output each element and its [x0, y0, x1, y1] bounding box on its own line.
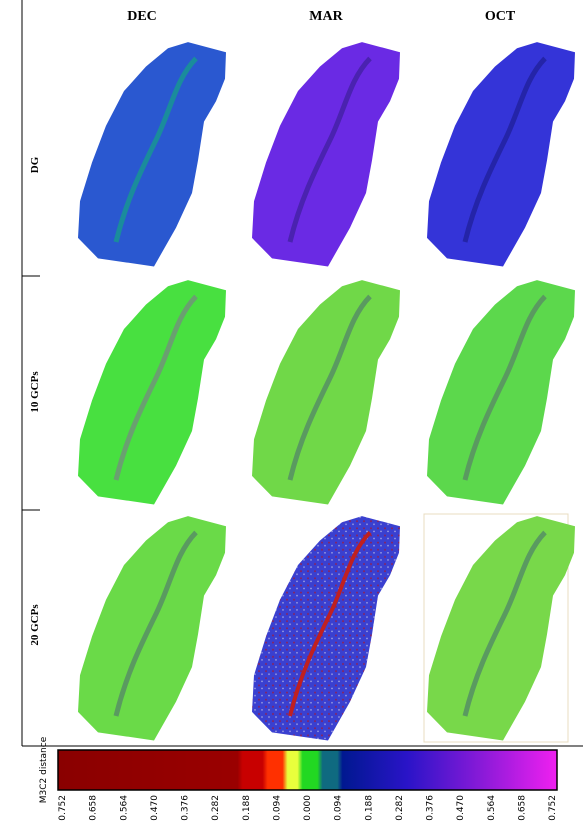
- colorbar-tick-label: -0.376: [426, 795, 436, 821]
- colorbar-tick-label: -0.564: [487, 795, 497, 821]
- map: [78, 280, 226, 504]
- colorbar-tick-label: -0.470: [456, 795, 466, 821]
- colorbar-ticks: 0.752 0.658 0.564 0.470 0.376 0.282 0.188 0.094…: [58, 795, 558, 821]
- colorbar-tick-label: -0.752: [548, 795, 558, 821]
- row-label: 10 GCPs: [29, 371, 41, 413]
- map: [78, 42, 226, 266]
- map: [427, 42, 575, 266]
- colorbar-tick-label: 0.658: [89, 795, 99, 821]
- map: [427, 280, 575, 504]
- colorbar-tick-label: -0.658: [517, 795, 527, 821]
- row-label: 20 GCPs: [29, 604, 41, 646]
- row-label: DG: [29, 156, 41, 173]
- colorbar-tick-label: -0.094: [334, 795, 344, 821]
- colorbar-label: M3C2 distance: [39, 736, 49, 803]
- column-header: DEC: [127, 9, 157, 24]
- colorbar-tick-label: 0.752: [58, 795, 68, 821]
- map: [252, 516, 400, 740]
- map: [427, 516, 575, 740]
- colorbar-tick-label: 0.282: [211, 795, 221, 821]
- column-header: MAR: [309, 9, 343, 24]
- colorbar-tick-label: 0.094: [272, 795, 282, 821]
- column-header: OCT: [485, 9, 516, 24]
- colorbar: [58, 750, 557, 790]
- map: [252, 42, 400, 266]
- colorbar-tick-label: 0.376: [181, 795, 191, 821]
- colorbar-tick-label: -0.188: [364, 795, 374, 821]
- colorbar-tick-label: 0.000: [303, 795, 313, 821]
- colorbar-tick-label: -0.282: [395, 795, 405, 821]
- colorbar-tick-label: 0.188: [242, 795, 252, 821]
- map: [78, 516, 226, 740]
- figure: DEC MAR OCT DG 10 GCPs 20 GCPs M3C2 dist…: [0, 0, 583, 821]
- map: [252, 280, 400, 504]
- colorbar-tick-label: 0.470: [150, 795, 160, 821]
- colorbar-tick-label: 0.564: [119, 795, 129, 821]
